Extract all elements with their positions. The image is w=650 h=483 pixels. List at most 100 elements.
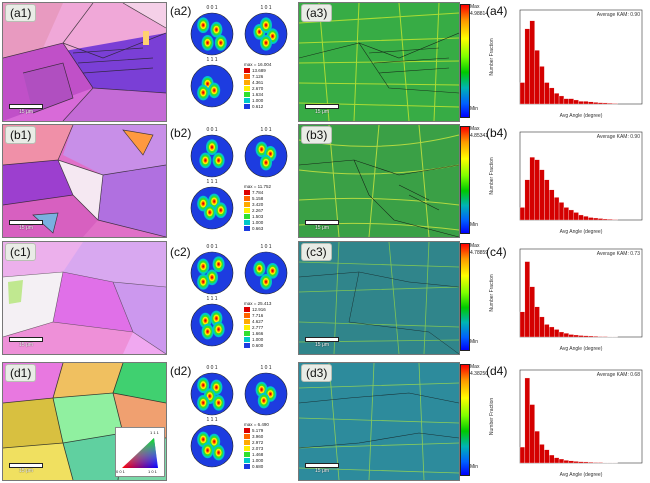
histogram-bar	[539, 444, 545, 464]
pole-figure-legend-level: 0.663	[252, 226, 264, 231]
pole-figure-legend-swatch	[244, 319, 250, 324]
pole-figure-legend-swatch	[244, 452, 250, 457]
pole-figure-legend-swatch	[244, 313, 250, 318]
histogram-bar	[602, 102, 608, 105]
pole-figure-legend-level: 0.612	[252, 104, 264, 109]
pole-density-spot	[206, 330, 209, 333]
histogram-x-label: Avg Angle (degree)	[560, 229, 603, 235]
histogram-bar	[593, 462, 599, 464]
histogram-bar	[524, 261, 530, 338]
panel-label-d1: (d1)	[5, 364, 37, 382]
pole-figure-index: 1 1 1	[206, 417, 218, 423]
histogram-bar	[519, 311, 526, 338]
histogram-bar	[539, 169, 545, 221]
kam-colorbar-b	[460, 126, 470, 234]
pole-figure-index: 0 0 1	[206, 127, 218, 133]
pole-figure-d-1: 1 0 1	[244, 365, 288, 421]
ipf-map-d: 0 0 1 1 0 1 1 1 1 15 μm	[2, 362, 167, 481]
histogram-x-label: Avg Angle (degree)	[560, 113, 603, 119]
panel-label-b3: (b3)	[301, 126, 333, 144]
scale-bar: 15 μm	[305, 220, 339, 231]
kam-map-a: 15 μm	[298, 2, 460, 122]
ipf-map-b-image	[3, 125, 166, 237]
scale-bar: 15 μm	[305, 104, 339, 115]
pole-figure-legend-level: 4.361	[252, 80, 264, 85]
pole-figure-legend-level: 5.158	[252, 196, 264, 201]
pole-figure-legend-swatch	[244, 214, 250, 219]
pole-density-spot	[219, 41, 222, 44]
histogram-bar	[558, 202, 565, 221]
pole-figure-max: max = 6.490	[244, 422, 269, 427]
pole-density-spot	[219, 209, 222, 212]
panel-label-b4: (b4)	[486, 126, 508, 140]
pole-figure-index: 1 0 1	[260, 5, 272, 11]
panel-label-c1: (c1)	[5, 243, 36, 261]
pole-density-spot	[215, 28, 218, 31]
pole-figure-legend-level: 1.666	[252, 331, 264, 336]
histogram-title: Average KAM: 0.90	[597, 12, 640, 18]
pole-figure-legend-level: 4.627	[252, 319, 264, 324]
panel-label-b1: (b1)	[5, 126, 37, 144]
ipf-map-b: 15 μm	[2, 124, 167, 238]
histogram-bar	[549, 87, 555, 105]
pole-figure-legend-level: 7.716	[252, 313, 264, 318]
histogram-bar	[524, 28, 530, 105]
pole-figure-disc	[190, 186, 234, 230]
pole-figure-legend-swatch	[244, 458, 250, 463]
pole-density-spot	[206, 449, 209, 452]
histogram-y-label: Number Fraction	[489, 274, 495, 311]
scale-bar: 15 μm	[305, 463, 339, 474]
histogram-bar	[612, 103, 618, 105]
pole-figure-legend-swatch	[244, 434, 250, 439]
histogram-title: Average KAM: 0.68	[597, 372, 640, 378]
pole-density-spot	[206, 41, 209, 44]
histogram-bar	[568, 460, 574, 464]
pole-figure-index: 1 0 1	[260, 365, 272, 371]
histogram-bar	[573, 461, 579, 464]
histogram-bar	[549, 326, 555, 338]
pole-figure-index: 0 0 1	[206, 5, 218, 11]
histogram-bar	[578, 214, 584, 221]
pole-figure-legend-swatch	[244, 337, 250, 342]
scale-bar: 15 μm	[9, 337, 43, 348]
pole-figure-legend-level: 12.916	[252, 307, 266, 312]
pole-density-spot	[215, 317, 218, 320]
scale-bar-label: 15 μm	[19, 109, 33, 115]
kam-colorbar-c	[460, 243, 470, 351]
panel-label-d4: (d4)	[486, 364, 508, 378]
pole-figure-legend-level: 2.670	[252, 86, 264, 91]
pole-density-spot	[269, 392, 272, 396]
pole-figure-index: 1 0 1	[260, 127, 272, 133]
pole-figure-legend-swatch	[244, 428, 250, 433]
histogram-bar	[554, 329, 560, 338]
panel-label-c4: (c4)	[486, 245, 507, 259]
pole-density-spot	[271, 269, 274, 272]
pole-density-spot	[202, 91, 205, 94]
histogram-bar	[563, 207, 569, 221]
pole-density-spot	[258, 267, 261, 270]
pole-density-spot	[202, 24, 205, 27]
histogram-y-label: Number Fraction	[489, 398, 495, 435]
histogram-bar	[554, 457, 560, 464]
histogram-bar	[529, 156, 535, 221]
pole-figure-disc	[244, 372, 288, 416]
histogram-bar	[597, 462, 604, 464]
histogram-bar	[558, 458, 565, 464]
histogram-bar	[593, 102, 599, 105]
kam-map-a-image	[299, 3, 459, 121]
pole-figure-b-1: 1 0 1	[244, 127, 288, 183]
pole-figure-legend-level: 3.960	[252, 434, 264, 439]
histogram-x-label: Avg Angle (degree)	[560, 346, 603, 352]
pole-density-spot	[211, 276, 213, 279]
pole-density-spot	[217, 159, 220, 162]
pole-figure-index: 1 1 1	[206, 179, 218, 185]
pole-figure-legend-level: 7.126	[252, 74, 264, 79]
pole-density-spot	[260, 148, 263, 151]
panel-label-d3: (d3)	[301, 364, 333, 382]
histogram-bar	[539, 316, 545, 338]
histogram-bar	[563, 333, 569, 338]
histogram-bar	[583, 461, 589, 464]
histogram-bar	[588, 101, 594, 105]
histogram-bar	[607, 219, 613, 221]
pole-figure-legend-swatch	[244, 446, 250, 451]
